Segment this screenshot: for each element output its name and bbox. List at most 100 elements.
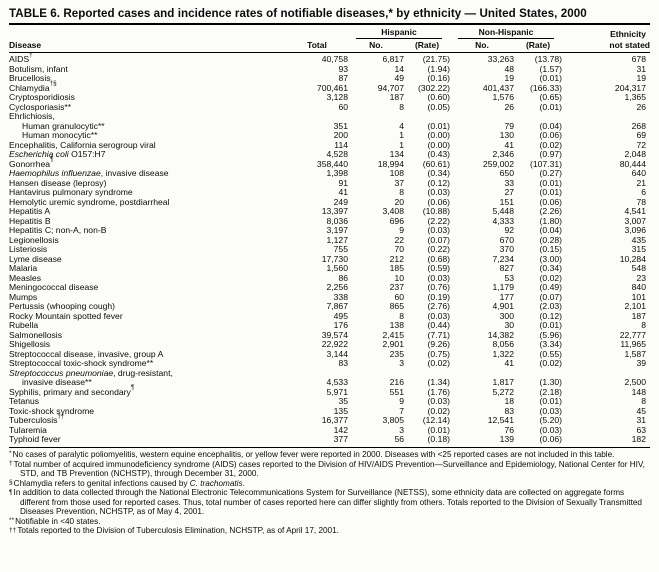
disease-name: Salmonellosis xyxy=(9,330,286,341)
text-segment: Tuberculosis xyxy=(9,415,58,426)
non-hispanic-no-cell: 76 xyxy=(504,424,514,435)
text-segment: , invasive disease xyxy=(100,168,169,179)
hispanic-no-cell: 14 xyxy=(394,63,404,74)
disease-name: Measles xyxy=(9,273,286,284)
total-cell: 8,036 xyxy=(326,215,348,226)
hispanic-rate-cell: (0.19) xyxy=(427,291,450,302)
disease-row: Hantavirus pulmonary syndrome 41 8 (0.03) 27… xyxy=(9,188,650,198)
hispanic-no-cell: 7 xyxy=(399,405,404,416)
ethnicity-not-stated-cell: 26 xyxy=(636,101,646,112)
disease-name: Cryptosporidiosis xyxy=(9,93,286,103)
total-cell: 351 xyxy=(333,120,348,131)
total-cell: 40,758 xyxy=(321,54,348,65)
hispanic-no-cell: 212 xyxy=(389,253,404,264)
text-segment: Hansen disease (leprosy) xyxy=(9,177,107,188)
total-cell: 35 xyxy=(338,396,348,407)
non-hispanic-no-cell: 27 xyxy=(504,187,514,198)
non-hispanic-no-cell: 300 xyxy=(499,310,514,321)
text-segment: Hantavirus pulmonary syndrome xyxy=(9,187,133,198)
hispanic-rate-cell: (0.43) xyxy=(427,149,450,160)
hispanic-rate-cell: (0.76) xyxy=(427,282,450,293)
non-hispanic-rate-cell: (0.04) xyxy=(539,120,562,131)
hispanic-no-cell: 185 xyxy=(389,263,404,274)
disease-row: Syphilis, primary and secondary¶ 5,971 551… xyxy=(9,384,650,398)
disease-row: Meningococcal disease 2,256 237 (0.76) 1,179… xyxy=(9,283,650,293)
non-hispanic-rate-cell: (0.01) xyxy=(539,396,562,407)
non-hispanic-rate-cell: (0.55) xyxy=(539,348,562,359)
disease-row: Typhoid fever 377 56 (0.18) 139 (0.06) 182 xyxy=(9,435,650,445)
text-segment: Malaria xyxy=(9,263,38,274)
text-segment: Mumps xyxy=(9,291,38,302)
non-hispanic-no-cell: 26 xyxy=(504,101,514,112)
text-segment: Hepatitis B xyxy=(9,215,51,226)
hispanic-rate-cell: (0.18) xyxy=(427,434,450,445)
hispanic-rate-cell: (12.14) xyxy=(422,415,450,426)
hispanic-no-cell: 3,408 xyxy=(382,206,404,217)
text-segment: Shigellosis xyxy=(9,339,51,350)
non-hispanic-no-cell: 130 xyxy=(499,130,514,141)
non-hispanic-no-cell: 370 xyxy=(499,244,514,255)
hispanic-no-cell: 235 xyxy=(389,348,404,359)
hispanic-rate-cell: (0.02) xyxy=(427,358,450,369)
hispanic-no-cell: 6,817 xyxy=(382,54,404,65)
non-hispanic-column-group-label: Non-Hispanic xyxy=(458,27,554,40)
disease-name: Cyclosporiasis** xyxy=(9,102,286,113)
total-cell: 377 xyxy=(333,434,348,445)
total-cell: 87 xyxy=(338,73,348,84)
footnote: ††Totals reported to the Division of Tub… xyxy=(9,526,650,536)
non-hispanic-rate-cell: (2.18) xyxy=(539,386,562,397)
footnote-symbol: ** xyxy=(9,517,15,525)
ethnicity-not-stated-cell: 69 xyxy=(636,130,646,141)
non-hispanic-no-cell: 30 xyxy=(504,320,514,331)
total-cell: 22,922 xyxy=(321,339,348,350)
notifiable-diseases-table: Hispanic Non-Hispanic Ethnicity Disease … xyxy=(9,27,650,445)
disease-row: Streptococcal disease, invasive, group A… xyxy=(9,348,650,360)
non-hispanic-no-cell: 5,272 xyxy=(492,386,514,397)
disease-row: Escherichia coli O157:H7 4,528 134 (0.43) 2,… xyxy=(9,150,650,160)
ethnicity-not-stated-cell: 22,777 xyxy=(619,329,646,340)
disease-name: Tularemia xyxy=(9,425,286,436)
non-hispanic-no-cell: 5,448 xyxy=(492,206,514,217)
non-hispanic-rate-cell: (0.02) xyxy=(539,358,562,369)
text-segment: Chlamydia refers to genital infections c… xyxy=(13,478,190,488)
non-hispanic-rate-cell: (0.02) xyxy=(539,139,562,150)
disease-name: Haemophilus influenzae, invasive disease xyxy=(9,169,286,179)
hispanic-no-cell: 3 xyxy=(399,424,404,435)
ethnicity-not-stated-cell: 182 xyxy=(631,434,646,445)
non-hispanic-rate-cell: (0.65) xyxy=(539,92,562,103)
hispanic-rate-column-header: (Rate) xyxy=(404,39,450,54)
text-segment: AIDS xyxy=(9,54,30,65)
ethnicity-not-stated-cell: 4,541 xyxy=(624,206,646,217)
hispanic-rate-cell: (0.05) xyxy=(427,101,450,112)
hispanic-rate-cell: (0.06) xyxy=(427,196,450,207)
footnote: **Notifiable in <40 states. xyxy=(9,517,650,527)
total-cell: 17,730 xyxy=(321,253,348,264)
non-hispanic-no-cell: 650 xyxy=(499,168,514,179)
ethnicity-not-stated-cell: 1,365 xyxy=(624,92,646,103)
ethnicity-not-stated-cell: 78 xyxy=(636,196,646,207)
disease-row: Toxic-shock syndrome 135 7 (0.02) 83 (0.03) 45 xyxy=(9,405,650,417)
ethnicity-header-line1: Ethnicity xyxy=(610,29,646,40)
non-hispanic-no-cell: 259,002 xyxy=(482,158,514,169)
non-hispanic-no-cell: 53 xyxy=(504,272,514,283)
ethnicity-not-stated-cell: 840 xyxy=(631,282,646,293)
disease-name: Tuberculosis†† xyxy=(9,413,286,426)
disease-row: Hepatitis A 13,397 3,408 (10.88) 5,448 (2.26)… xyxy=(9,207,650,217)
hispanic-no-cell: 49 xyxy=(394,73,404,84)
disease-name: Botulism, infant xyxy=(9,64,286,75)
non-hispanic-no-cell: 12,541 xyxy=(487,415,514,426)
disease-name: Syphilis, primary and secondary¶ xyxy=(9,384,286,398)
text-segment: Toxic-shock syndrome xyxy=(9,405,95,416)
disease-row: Tetanus 35 9 (0.03) 18 (0.01) 8 xyxy=(9,397,650,407)
non-hispanic-no-cell: 48 xyxy=(504,63,514,74)
non-hispanic-rate-cell: (0.15) xyxy=(539,244,562,255)
text-segment: Hemolytic uremic syndrome, postdiarrheal xyxy=(9,196,170,207)
text-segment: Chlamydia xyxy=(9,82,50,93)
hispanic-no-cell: 3,805 xyxy=(382,415,404,426)
ethnicity-not-stated-cell: 63 xyxy=(636,424,646,435)
text-segment: invasive disease** xyxy=(22,377,92,388)
non-hispanic-no-cell: 33,263 xyxy=(487,54,514,65)
total-cell: 5,971 xyxy=(326,386,348,397)
total-cell: 39,574 xyxy=(321,329,348,340)
non-hispanic-rate-cell: (3.34) xyxy=(539,339,562,350)
